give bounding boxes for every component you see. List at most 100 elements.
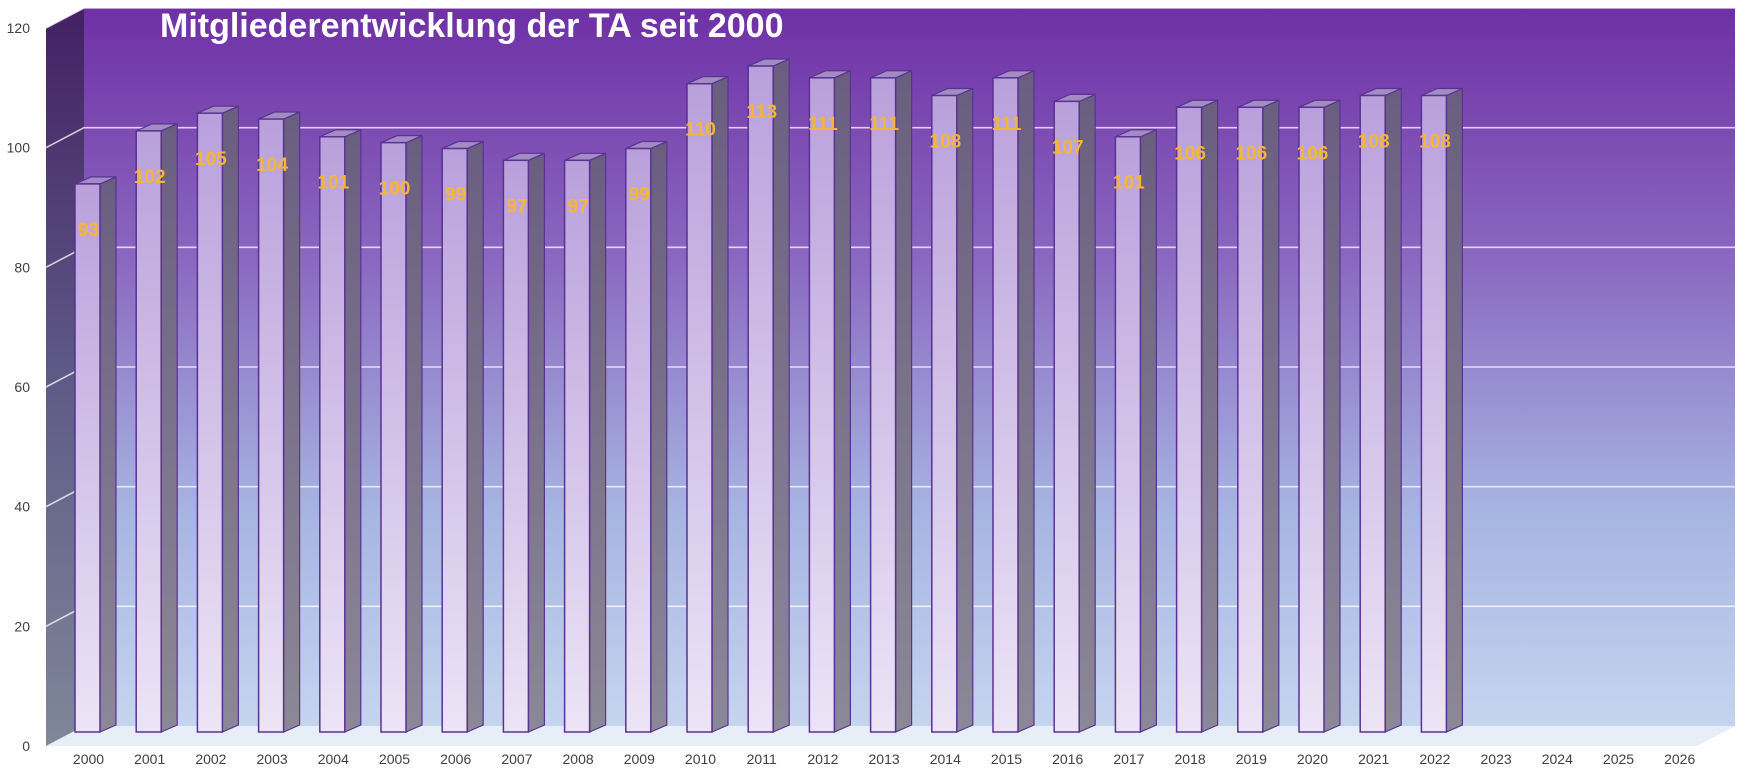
bar-front [441, 147, 468, 733]
bar-front [747, 65, 774, 733]
bar-side [160, 122, 178, 733]
bar [380, 134, 423, 733]
x-tick-label: 2019 [1236, 751, 1267, 767]
bar-side [588, 152, 607, 733]
data-label: 111 [808, 114, 838, 135]
bar [1175, 99, 1219, 733]
data-label: 113 [746, 102, 777, 123]
bar-side [344, 128, 362, 733]
x-tick-label: 2012 [807, 751, 838, 767]
bar-side [1078, 93, 1096, 733]
x-tick-label: 2009 [624, 751, 655, 767]
x-tick-label: 2010 [685, 751, 716, 767]
bar [1053, 93, 1096, 733]
bar-front [1359, 94, 1386, 733]
x-tick-label: 2001 [134, 751, 165, 767]
y-tick-label: 100 [7, 140, 31, 156]
bar [992, 69, 1035, 733]
bar-front [931, 94, 958, 733]
data-label: 108 [1419, 131, 1451, 152]
bar-side [466, 140, 484, 733]
bar [135, 122, 178, 733]
data-label: 93 [78, 220, 99, 241]
data-label: 97 [568, 196, 589, 217]
bar-side [283, 111, 301, 733]
bar [563, 152, 607, 733]
bar-front [992, 77, 1019, 733]
data-label: 105 [195, 149, 227, 170]
y-tick-label: 20 [14, 618, 30, 634]
bar-front [1114, 135, 1142, 733]
bar-front [1237, 106, 1264, 733]
x-axis: 2000 2001 2002 2003 2004 2005 2006 2007 2008 2009… [73, 751, 1696, 767]
x-tick-label: 2008 [563, 751, 594, 767]
x-tick-label: 2021 [1358, 751, 1389, 767]
y-tick-label: 120 [7, 20, 31, 36]
y-tick-label: 60 [14, 379, 30, 395]
bar [1298, 99, 1341, 733]
data-label: 101 [1113, 173, 1145, 194]
bar [1359, 87, 1402, 733]
x-tick-label: 2004 [318, 751, 349, 767]
bar-front [1298, 106, 1325, 733]
bar-side [1017, 69, 1035, 733]
data-label: 99 [445, 185, 466, 206]
bar-front [563, 159, 591, 733]
bar-front [1053, 100, 1080, 733]
y-tick-label: 80 [14, 259, 30, 275]
bar-side [1445, 87, 1464, 733]
bar-side [1139, 128, 1158, 733]
chart-title: Mitgliederentwicklung der TA seit 2000 [160, 7, 784, 45]
bar-side [1262, 99, 1280, 733]
data-label: 106 [1235, 143, 1267, 164]
x-tick-label: 2020 [1297, 751, 1328, 767]
data-label: 108 [929, 131, 961, 152]
bar-side [711, 75, 729, 733]
bar [257, 111, 301, 733]
data-label: 106 [1174, 143, 1206, 164]
data-label: 106 [1297, 143, 1329, 164]
bar-side [650, 140, 668, 733]
data-label: 104 [256, 155, 288, 176]
bar-side [833, 69, 852, 733]
bar [747, 58, 790, 733]
bar-side [772, 58, 790, 733]
data-label: 101 [317, 173, 349, 194]
x-tick-label: 2018 [1175, 751, 1206, 767]
bar-side [894, 69, 913, 733]
bar-side [956, 87, 974, 733]
bar-front [625, 147, 652, 733]
x-tick-label: 2013 [869, 751, 900, 767]
x-tick-label: 2007 [501, 751, 532, 767]
bars: 93 102 105 104 101 100 99 97 97 99 110 113 111 111 108… [74, 58, 1464, 733]
data-label: 111 [992, 114, 1022, 135]
bar-front [808, 77, 836, 733]
x-tick-label: 2014 [930, 751, 961, 767]
x-tick-label: 2005 [379, 751, 410, 767]
y-tick-label: 40 [14, 499, 30, 515]
bar [808, 69, 852, 733]
bar-front [196, 112, 224, 733]
x-tick-label: 2000 [73, 751, 104, 767]
bar-front [869, 77, 897, 733]
bar-front [74, 183, 101, 733]
bar [196, 105, 239, 733]
bar [1237, 99, 1280, 733]
bar [931, 87, 974, 733]
bar-front [502, 159, 530, 733]
bar [74, 175, 117, 733]
x-tick-label: 2022 [1419, 751, 1450, 767]
x-tick-label: 2026 [1664, 751, 1695, 767]
x-tick-label: 2025 [1603, 751, 1634, 767]
bar-side [99, 175, 117, 733]
bar-front [1175, 106, 1203, 733]
x-tick-label: 2023 [1481, 751, 1512, 767]
bar-front [319, 135, 346, 733]
bar-front [380, 141, 407, 733]
x-tick-label: 2016 [1052, 751, 1083, 767]
bar [441, 140, 484, 733]
bar [686, 75, 729, 733]
x-tick-label: 2017 [1113, 751, 1144, 767]
bar-side [1200, 99, 1219, 733]
x-tick-label: 2024 [1542, 751, 1573, 767]
